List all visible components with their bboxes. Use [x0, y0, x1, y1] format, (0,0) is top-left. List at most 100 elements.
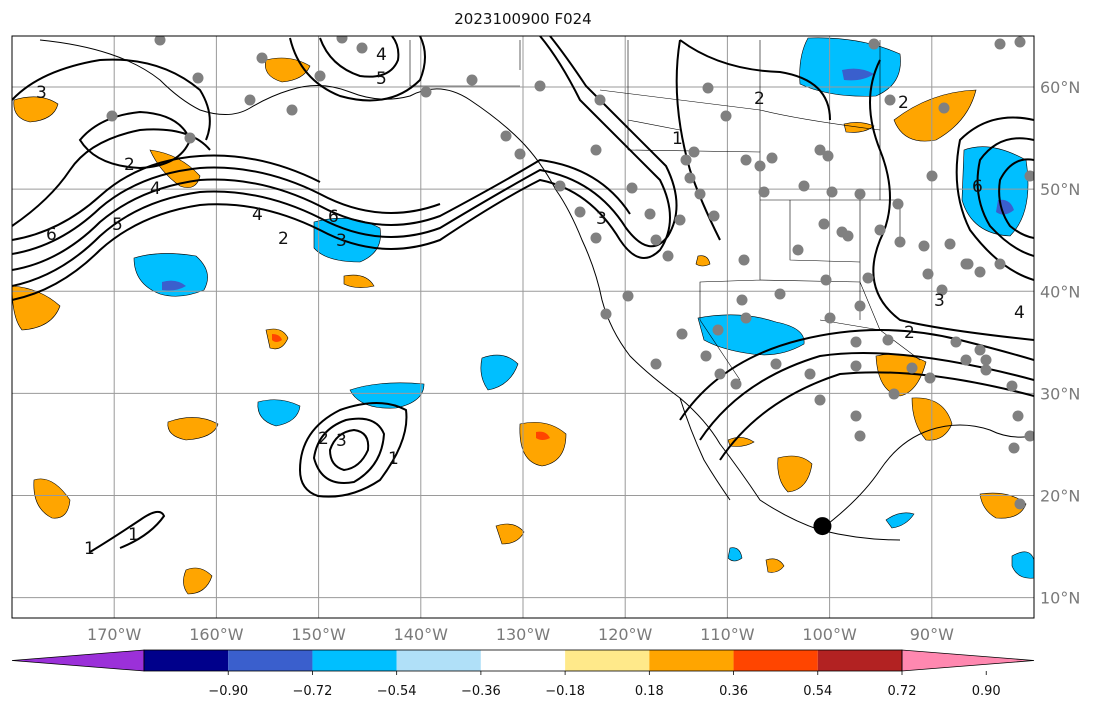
station-dot — [644, 208, 656, 220]
contour-line — [12, 128, 211, 227]
colorbar-bin — [480, 650, 566, 671]
station-dot — [154, 36, 166, 46]
contour-label: 4 — [150, 179, 161, 199]
contour-line — [289, 36, 426, 102]
fill-region — [765, 558, 785, 573]
coastline — [39, 39, 901, 541]
station-dot — [590, 232, 602, 244]
colorbar-tick-label: 0.54 — [803, 684, 832, 699]
station-dot — [244, 94, 256, 106]
station-dot — [650, 358, 662, 370]
station-dot — [994, 258, 1006, 270]
contour-line — [869, 59, 1034, 341]
station-dot — [286, 104, 298, 116]
station-dot — [1008, 442, 1020, 454]
latitude-tick-label: 10°N — [1040, 589, 1080, 608]
fill-region — [183, 567, 213, 595]
station-dot — [854, 300, 866, 312]
longitude-labels: 170°W 160°W 150°W 140°W 130°W 120°W 110°W 100°W… — [87, 625, 954, 644]
station-dot — [590, 144, 602, 156]
contour-line — [12, 36, 671, 301]
colorbar-bin — [733, 650, 818, 671]
colorbar-extend-low — [11, 649, 145, 672]
station-dot — [960, 354, 972, 366]
station-dot — [926, 170, 938, 182]
station-dot — [712, 324, 724, 336]
station-dot — [950, 336, 962, 348]
station-dot — [892, 198, 904, 210]
colorbar-bin — [649, 650, 734, 671]
station-dot — [868, 38, 880, 50]
station-dot — [466, 74, 478, 86]
colorbar-tick-label: −0.54 — [377, 684, 417, 699]
colorbar-bin — [228, 650, 313, 671]
fill-region — [495, 523, 525, 545]
fill-region — [697, 314, 805, 356]
station-dot — [674, 214, 686, 226]
station-dot — [1014, 36, 1026, 48]
contour-label: 2 — [904, 323, 915, 343]
station-dot — [688, 146, 700, 158]
fill-region — [519, 422, 567, 467]
contour-label: 3 — [336, 231, 347, 251]
station-dot — [850, 336, 862, 348]
fill-region — [272, 334, 282, 342]
coastline — [819, 424, 1034, 531]
station-dot — [862, 272, 874, 284]
latitude-tick-label: 30°N — [1040, 384, 1080, 403]
fill-region — [162, 280, 186, 291]
contour-line — [719, 371, 1034, 461]
station-dot — [736, 294, 748, 306]
station-dot — [766, 152, 778, 164]
station-dot — [770, 358, 782, 370]
colorbar-outline — [143, 649, 903, 672]
station-dot — [822, 150, 834, 162]
contour-line — [12, 36, 678, 287]
colorbar-bin — [312, 650, 397, 671]
longitude-tick-label: 160°W — [189, 625, 244, 644]
contour-label: 6 — [46, 225, 57, 245]
colorbar-tick-label: 0.72 — [888, 684, 917, 699]
contour-label: 2 — [124, 155, 135, 175]
contour-label: 1 — [128, 525, 139, 545]
borders — [599, 89, 881, 131]
contour-label: 1 — [388, 449, 399, 469]
longitude-tick-label: 150°W — [291, 625, 346, 644]
station-dot — [944, 238, 956, 250]
station-dot — [874, 224, 886, 236]
contour-label: 5 — [112, 215, 123, 235]
station-dot — [820, 274, 832, 286]
station-dot — [680, 154, 692, 166]
station-dot — [676, 328, 688, 340]
contour-label: 3 — [934, 291, 945, 311]
longitude-tick-label: 90°W — [910, 625, 954, 644]
fill-region — [349, 382, 425, 409]
contour-line — [12, 166, 441, 255]
colorbar-extend-high — [901, 649, 1035, 672]
station-dot — [804, 368, 816, 380]
fill-region — [885, 512, 915, 529]
station-dot — [594, 94, 606, 106]
station-dot — [730, 378, 742, 390]
contour-label: 2 — [278, 229, 289, 249]
station-dot — [918, 240, 930, 252]
state-borders — [627, 149, 921, 381]
contour-label: 6 — [972, 177, 983, 197]
longitude-tick-label: 140°W — [394, 625, 449, 644]
station-dot — [754, 160, 766, 172]
station-dot — [980, 364, 992, 376]
latitude-labels: 60°N 50°N 40°N 30°N 20°N 10°N — [1040, 78, 1080, 608]
contour-label: 4 — [252, 205, 263, 225]
station-markers — [106, 36, 1034, 510]
contour-label: 3 — [36, 83, 47, 103]
station-dot — [906, 362, 918, 374]
contour-line — [298, 402, 408, 498]
station-dot — [192, 72, 204, 84]
colorbar-tick-label: 0.36 — [719, 684, 748, 699]
colorbar-tick-label: −0.90 — [208, 684, 248, 699]
station-dot — [420, 86, 432, 98]
fill-region — [167, 417, 219, 441]
station-dot — [1024, 430, 1034, 442]
station-dot — [714, 368, 726, 380]
fill-region — [799, 37, 901, 97]
